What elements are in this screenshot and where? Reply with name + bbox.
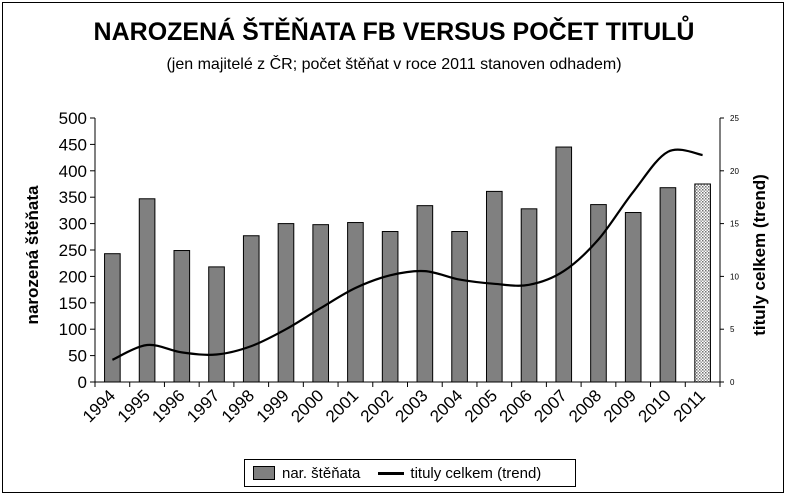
legend-line-label: tituly celkem (trend) [410,464,542,482]
x-tick-label: 2004 [426,386,466,426]
y-tick-label: 250 [59,241,87,260]
x-tick-label: 1998 [218,386,258,426]
y-axis-label: narozená štěňata [23,185,42,324]
bar [381,231,399,383]
bar [485,190,503,383]
y-tick-label: 500 [59,109,87,128]
bar [659,187,677,383]
bar [624,212,642,383]
x-tick-label: 2005 [461,386,501,426]
x-tick-label: 1996 [148,386,188,426]
x-tick-label: 2001 [322,386,362,426]
x-tick-label: 2000 [287,386,327,426]
bar [242,235,260,383]
x-tick-label: 1997 [183,386,223,426]
bar [416,205,434,383]
y-tick-label: 400 [59,162,87,181]
y-tick-label: 50 [68,347,87,366]
bar [555,146,573,383]
trend-line [111,148,703,361]
bar [347,222,364,383]
bar [173,250,191,383]
x-tick-label: 1994 [79,386,119,426]
y-tick-label: 150 [59,294,87,313]
y2-tick-label: 5 [730,325,735,334]
bar [312,224,330,383]
y2-tick-label: 15 [730,220,739,229]
y-tick-label: 200 [59,267,87,286]
x-tick-label: 2011 [670,386,709,425]
bar [138,198,156,383]
bar [104,253,121,383]
x-tick-label: 2008 [565,386,605,426]
y2-tick-label: 10 [730,272,739,281]
x-tick-label: 2002 [357,386,397,426]
chart-title: NAROZENÁ ŠTĚŇATA FB VERSUS POČET TITULŮ [93,18,695,46]
x-tick-label: 2010 [635,386,675,426]
bar [590,204,607,383]
y-tick-label: 350 [59,188,87,207]
y2-tick-label: 20 [730,167,739,176]
bar [208,266,225,383]
legend-bar-label: nar. štěňata [282,464,361,482]
bar [277,223,295,383]
bar [451,231,468,383]
y-tick-label: 0 [78,373,87,392]
x-tick-label: 2009 [600,386,640,426]
x-tick-label: 1999 [253,386,293,426]
legend: nar. štěňata tituly celkem (trend) [244,459,576,487]
bar [520,208,538,383]
legend-bar-swatch [253,466,275,480]
x-tick-label: 1995 [114,386,154,426]
y2-tick-label: 0 [730,378,735,387]
bar [694,183,711,383]
y2-tick-label: 25 [730,114,739,123]
legend-line-swatch [378,471,405,475]
x-tick-label: 2007 [530,386,570,426]
y2-axis-label: tituly celkem (trend) [750,174,769,336]
chart-subtitle: (jen majitelé z ČR; počet štěňat v roce … [166,56,622,73]
y-tick-label: 300 [59,215,87,234]
x-tick-label: 2003 [392,386,432,426]
y-tick-label: 450 [59,135,87,154]
y-tick-label: 100 [59,320,87,339]
x-tick-label: 2006 [496,386,536,426]
